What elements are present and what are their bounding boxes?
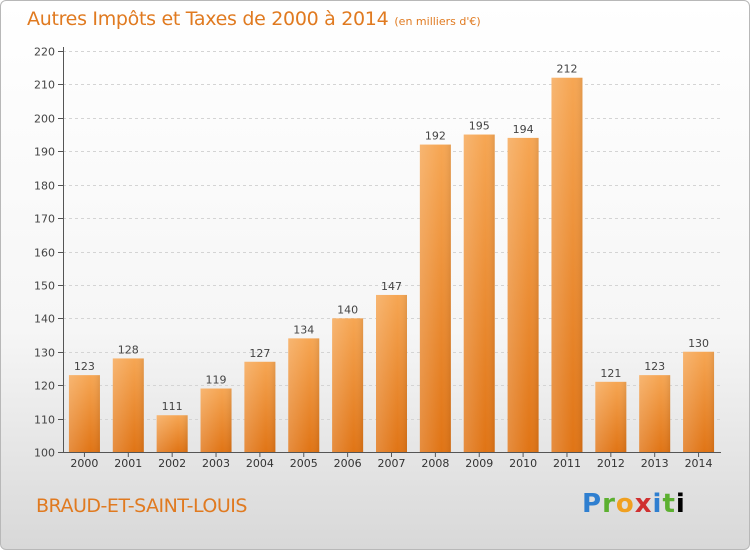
logo-letter: t bbox=[662, 489, 676, 519]
x-tick-label: 2001 bbox=[114, 457, 142, 470]
bar-shade bbox=[551, 77, 583, 452]
y-tick-label: 120 bbox=[34, 380, 55, 393]
bar-shade bbox=[288, 338, 320, 452]
y-tick-label: 110 bbox=[34, 414, 55, 427]
chart-title-text: Autres Impôts et Taxes de 2000 à 2014 bbox=[27, 8, 389, 30]
x-tick-label: 2005 bbox=[290, 457, 318, 470]
bar-shade bbox=[639, 375, 671, 452]
bar-shade bbox=[112, 358, 144, 452]
y-tick-label: 210 bbox=[34, 79, 55, 92]
x-tick-label: 2002 bbox=[158, 457, 186, 470]
y-tick-label: 170 bbox=[34, 213, 55, 226]
y-tick-label: 130 bbox=[34, 347, 55, 360]
data-label: 128 bbox=[118, 343, 139, 356]
x-tick-label: 2003 bbox=[202, 457, 230, 470]
logo-letter: i bbox=[652, 489, 663, 519]
bar-shade bbox=[244, 361, 276, 452]
x-tick-label: 2011 bbox=[553, 457, 581, 470]
chart-subtitle: (en milliers d'€) bbox=[394, 15, 481, 28]
bar-shade bbox=[332, 318, 364, 452]
bars bbox=[68, 77, 715, 453]
bar-shade bbox=[68, 375, 100, 452]
town-name: BRAUD-ET-SAINT-LOUIS bbox=[36, 495, 247, 517]
x-tick-label: 2010 bbox=[509, 457, 537, 470]
bar-shade bbox=[376, 294, 407, 452]
logo-letter: i bbox=[675, 489, 686, 519]
logo-letter: r bbox=[602, 489, 616, 519]
x-tick-label: 2004 bbox=[246, 457, 274, 470]
bar-shade bbox=[463, 134, 495, 452]
bar-shade bbox=[156, 415, 188, 452]
x-tick-label: 2013 bbox=[641, 457, 669, 470]
bar-shade bbox=[683, 351, 715, 452]
x-tick-label: 2006 bbox=[334, 457, 362, 470]
chart-title: Autres Impôts et Taxes de 2000 à 2014 (en… bbox=[27, 8, 481, 30]
data-label: 119 bbox=[206, 374, 227, 387]
x-tick-label: 2008 bbox=[421, 457, 449, 470]
logo-letter: x bbox=[634, 489, 653, 519]
x-tick-label: 2012 bbox=[597, 457, 625, 470]
data-label: 140 bbox=[337, 303, 358, 316]
data-label: 134 bbox=[293, 323, 314, 336]
y-tick-label: 180 bbox=[34, 180, 55, 193]
data-label: 111 bbox=[162, 400, 183, 413]
data-label: 192 bbox=[425, 130, 446, 143]
x-tick-label: 2000 bbox=[70, 457, 98, 470]
proxiti-logo: Proxiti bbox=[582, 489, 686, 519]
x-tick-label: 2007 bbox=[378, 457, 406, 470]
bar-shade bbox=[595, 381, 627, 452]
data-label: 212 bbox=[556, 63, 577, 76]
data-label: 130 bbox=[688, 337, 709, 350]
bar-shade bbox=[419, 144, 451, 453]
data-labels: 123 128 111 119 127 134 140 147 192 195 194 212 121 1… bbox=[74, 63, 709, 414]
y-tick-label: 100 bbox=[34, 447, 55, 460]
logo-letter: o bbox=[615, 489, 635, 519]
data-label: 123 bbox=[74, 360, 95, 373]
bar-shade bbox=[507, 137, 539, 452]
y-tick-label: 200 bbox=[34, 113, 55, 126]
data-label: 194 bbox=[513, 123, 534, 136]
logo-letter: P bbox=[582, 489, 603, 519]
data-label: 195 bbox=[469, 120, 490, 133]
data-label: 121 bbox=[600, 367, 621, 380]
data-label: 123 bbox=[644, 360, 665, 373]
x-tick-label: 2014 bbox=[685, 457, 713, 470]
x-tick-label: 2009 bbox=[465, 457, 493, 470]
data-label: 147 bbox=[381, 280, 402, 293]
y-tick-label: 160 bbox=[34, 247, 55, 260]
axes: 100 110 120 130 140 150 160 170 180 190 200 210 220 2… bbox=[34, 46, 721, 470]
y-tick-label: 150 bbox=[34, 280, 55, 293]
y-tick-label: 220 bbox=[34, 46, 55, 59]
y-tick-label: 140 bbox=[34, 313, 55, 326]
y-tick-label: 190 bbox=[34, 146, 55, 159]
data-label: 127 bbox=[249, 347, 270, 360]
bar-shade bbox=[200, 388, 232, 452]
